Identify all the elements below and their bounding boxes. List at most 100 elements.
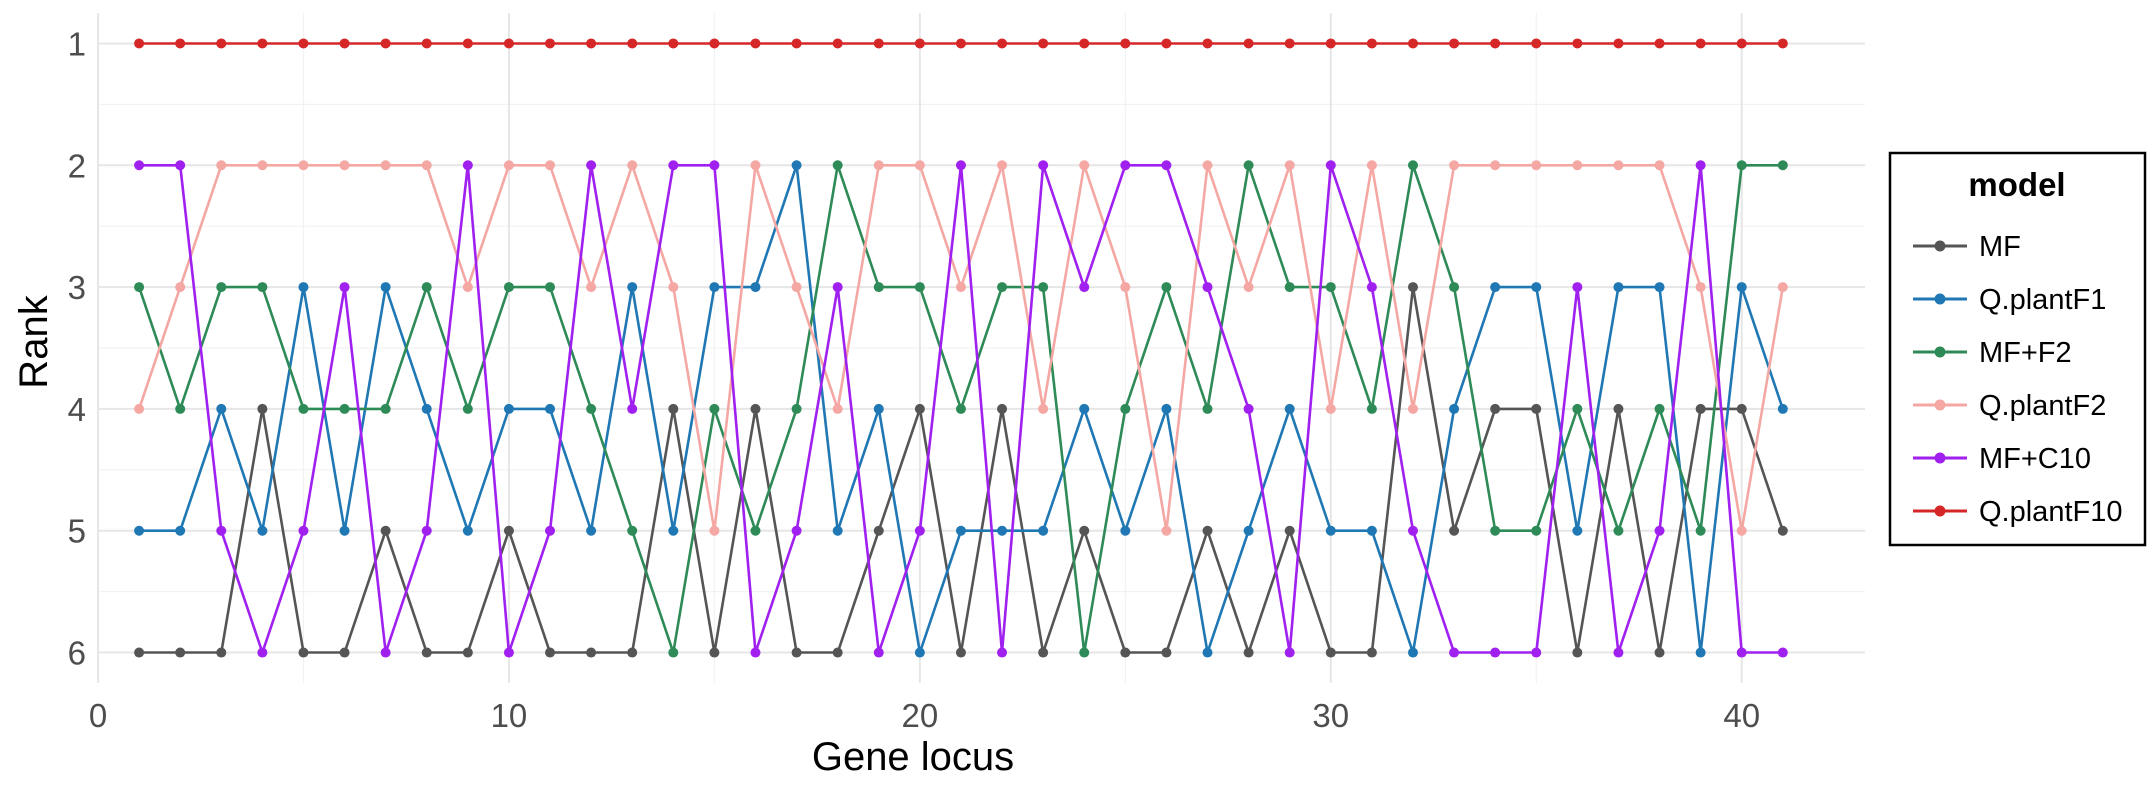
data-point-mf-c10 [832,282,843,293]
data-point-mf [914,403,925,414]
data-point-mf-c10 [750,647,761,658]
data-point-q-plantf2 [503,160,514,171]
data-point-mf-f2 [1490,525,1501,536]
data-point-q-plantf10 [134,38,145,49]
data-point-q-plantf1 [298,282,309,293]
data-point-q-plantf2 [545,160,556,171]
series-layer [134,38,1788,658]
data-point-q-plantf2 [380,160,391,171]
data-point-q-plantf1 [1531,282,1542,293]
data-point-q-plantf2 [1120,282,1131,293]
data-point-q-plantf10 [1202,38,1213,49]
data-point-mf [1325,647,1336,658]
data-point-q-plantf10 [462,38,473,49]
data-point-q-plantf2 [175,282,186,293]
data-point-mf-c10 [1654,525,1665,536]
data-point-q-plantf10 [997,38,1008,49]
data-point-q-plantf10 [503,38,514,49]
data-point-q-plantf10 [175,38,186,49]
data-point-q-plantf2 [216,160,227,171]
legend: model MF Q.plantF1 MF+F2 Q.plantF2 MF+C10 Q.p… [1888,151,2147,547]
data-point-q-plantf10 [832,38,843,49]
data-point-mf [709,647,720,658]
data-point-q-plantf10 [1366,38,1377,49]
data-point-q-plantf1 [1449,403,1460,414]
data-point-q-plantf2 [1572,160,1583,171]
data-point-mf [462,647,473,658]
data-point-mf-c10 [1243,403,1254,414]
data-point-mf-f2 [832,160,843,171]
data-point-mf-c10 [503,647,514,658]
data-point-q-plantf1 [1366,525,1377,536]
data-point-q-plantf1 [997,525,1008,536]
x-tick-label: 40 [1723,697,1760,734]
data-point-q-plantf10 [339,38,350,49]
data-point-mf [586,647,597,658]
data-point-q-plantf10 [586,38,597,49]
data-point-mf-c10 [1777,647,1788,658]
data-point-mf [1449,525,1460,536]
legend-key-point [1934,452,1946,464]
data-point-q-plantf10 [955,38,966,49]
data-point-mf [1202,525,1213,536]
data-point-mf [1531,403,1542,414]
data-point-q-plantf1 [709,282,720,293]
data-point-mf [216,647,227,658]
data-point-q-plantf10 [1613,38,1624,49]
data-point-mf-f2 [298,403,309,414]
data-point-q-plantf1 [1243,525,1254,536]
data-point-mf-c10 [1120,160,1131,171]
data-point-q-plantf1 [668,525,679,536]
y-axis-title: Rank [12,294,56,388]
data-point-mf-f2 [1449,282,1460,293]
data-point-q-plantf2 [1243,282,1254,293]
data-point-mf-c10 [1284,647,1295,658]
data-point-mf-f2 [1284,282,1295,293]
data-point-mf-f2 [216,282,227,293]
legend-label: MF+F2 [1979,337,2072,369]
legend-title: model [1968,166,2065,203]
data-point-mf-c10 [1490,647,1501,658]
data-point-q-plantf2 [462,282,473,293]
data-point-mf-c10 [668,160,679,171]
data-point-mf-c10 [709,160,720,171]
data-point-mf-f2 [1613,525,1624,536]
y-tick-label: 4 [68,391,86,428]
data-point-q-plantf10 [1243,38,1254,49]
data-point-mf-c10 [791,525,802,536]
data-point-mf-c10 [914,525,925,536]
data-point-q-plantf1 [873,403,884,414]
data-point-q-plantf10 [1284,38,1295,49]
data-point-mf-f2 [1654,403,1665,414]
data-point-q-plantf10 [1038,38,1049,49]
data-point-mf [1572,647,1583,658]
data-point-q-plantf1 [1038,525,1049,536]
data-point-mf-c10 [216,525,227,536]
y-tick-label: 2 [68,147,86,184]
legend-label: Q.plantF2 [1979,390,2106,422]
data-point-q-plantf10 [873,38,884,49]
data-point-q-plantf1 [175,525,186,536]
data-point-mf [339,647,350,658]
data-point-mf [503,525,514,536]
data-point-mf [257,403,268,414]
data-point-q-plantf10 [1572,38,1583,49]
data-point-q-plantf10 [914,38,925,49]
data-point-mf-c10 [1736,647,1747,658]
data-point-q-plantf1 [627,282,638,293]
data-point-mf-c10 [997,647,1008,658]
data-point-q-plantf1 [257,525,268,536]
data-point-q-plantf1 [421,403,432,414]
data-point-q-plantf10 [1449,38,1460,49]
data-point-q-plantf2 [1490,160,1501,171]
data-point-mf-f2 [1531,525,1542,536]
data-point-mf-f2 [421,282,432,293]
data-point-mf-f2 [997,282,1008,293]
data-point-mf-c10 [1325,160,1336,171]
data-point-q-plantf10 [627,38,638,49]
data-point-q-plantf2 [791,282,802,293]
data-point-mf-c10 [257,647,268,658]
data-point-q-plantf1 [914,647,925,658]
data-point-q-plantf2 [339,160,350,171]
